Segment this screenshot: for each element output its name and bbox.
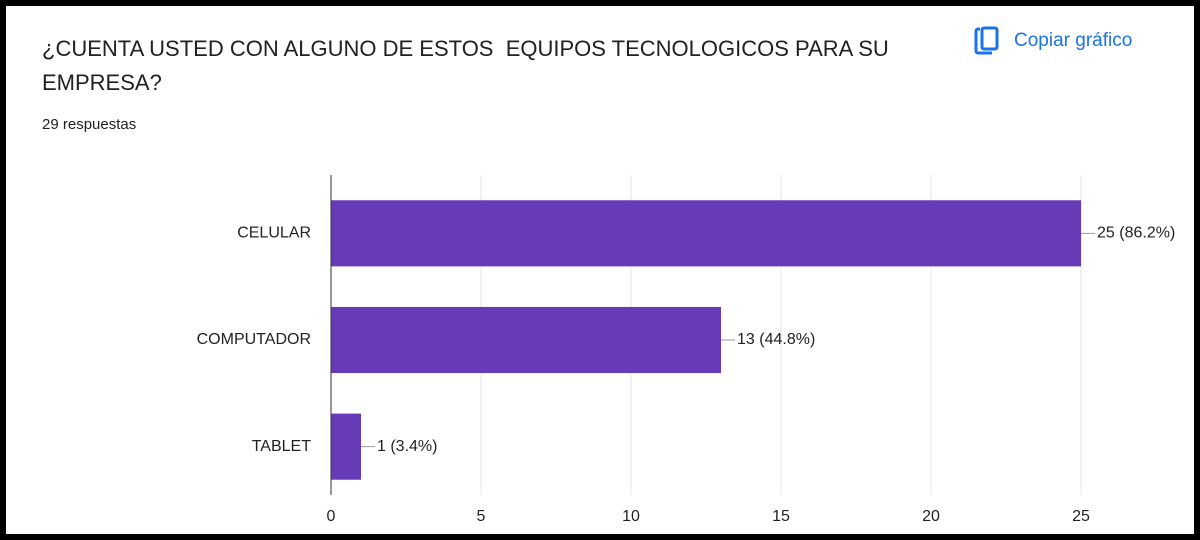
x-tick-label: 25: [1072, 508, 1090, 525]
x-tick-label: 15: [772, 508, 790, 525]
y-tick-label: COMPUTADOR: [197, 331, 311, 348]
value-label: 1 (3.4%): [377, 438, 437, 455]
x-tick-label: 10: [622, 508, 640, 525]
y-tick-label: CELULAR: [237, 225, 311, 242]
value-label: 13 (44.8%): [737, 331, 815, 348]
bar: [331, 200, 1081, 267]
response-count: 29 respuestas: [42, 116, 137, 133]
x-tick-label: 0: [327, 508, 336, 525]
y-tick-label: TABLET: [252, 438, 312, 455]
x-tick-label: 20: [922, 508, 940, 525]
bar: [331, 306, 721, 374]
x-tick-label: 5: [477, 508, 486, 525]
bar: [331, 413, 361, 480]
copy-icon: [974, 26, 999, 55]
copy-label: Copiar gráfico: [1014, 30, 1133, 51]
value-label: 25 (86.2%): [1097, 225, 1175, 242]
chart-card: ¿CUENTA USTED CON ALGUNO DE ESTOS EQUIPO…: [6, 6, 1194, 534]
chart: 0 5 10 15 20 25 CELULAR 25 (86.2%) COMPUTADOR 13 …: [197, 175, 1175, 525]
copy-chart-button[interactable]: Copiar gráfico: [974, 26, 1132, 56]
question-title: ¿CUENTA USTED CON ALGUNO DE ESTOS EQUIPO…: [42, 36, 895, 95]
